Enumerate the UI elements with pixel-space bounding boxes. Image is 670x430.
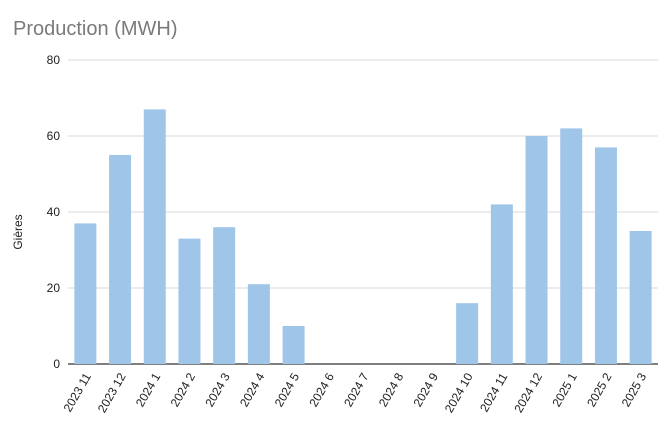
x-tick-label: 2024 3	[202, 370, 233, 409]
x-tick-label: 2024 8	[376, 370, 407, 409]
bar	[213, 227, 236, 364]
x-tick-label: 2024 1	[133, 370, 164, 409]
y-axis-title: Gières	[11, 214, 25, 249]
bar	[178, 238, 201, 364]
bar	[109, 155, 132, 364]
y-tick-label: 80	[47, 53, 61, 67]
x-tick-label: 2024 6	[306, 370, 337, 409]
x-tick-label: 2024 2	[168, 370, 199, 409]
y-tick-label: 40	[47, 205, 61, 219]
x-tick-label: 2025 2	[584, 370, 615, 409]
bars	[74, 109, 652, 365]
x-axis-ticks: 2023 11 2023 12 2024 1 2024 2 2024 3 2024 4 20…	[61, 370, 650, 415]
x-tick-label: 2025 1	[549, 370, 580, 409]
x-tick-label: 2024 4	[237, 370, 268, 409]
bar	[490, 204, 513, 364]
bar	[456, 303, 479, 364]
chart-title: Production (MWH)	[13, 18, 178, 40]
x-tick-label: 2024 5	[272, 370, 303, 409]
bar	[629, 231, 652, 364]
x-tick-label: 2024 10	[442, 370, 476, 415]
x-tick-label: 2023 12	[95, 370, 129, 415]
x-tick-label: 2024 11	[477, 370, 511, 414]
bar	[560, 128, 583, 364]
bar	[143, 109, 166, 365]
bar	[525, 136, 548, 364]
x-tick-label: 2024 7	[341, 370, 372, 409]
y-axis-ticks: 0 20 40 60 80	[47, 53, 61, 371]
x-tick-label: 2025 3	[619, 370, 650, 409]
x-tick-label: 2024 12	[511, 370, 545, 415]
x-tick-label: 2024 9	[411, 370, 442, 409]
bar	[282, 326, 305, 364]
bar	[594, 147, 617, 364]
bar	[247, 284, 270, 364]
x-tick-label: 2023 11	[61, 370, 95, 414]
gridlines	[68, 59, 658, 365]
bar	[74, 223, 97, 364]
y-tick-label: 0	[53, 357, 60, 371]
y-tick-label: 20	[47, 281, 61, 295]
y-tick-label: 60	[47, 129, 61, 143]
